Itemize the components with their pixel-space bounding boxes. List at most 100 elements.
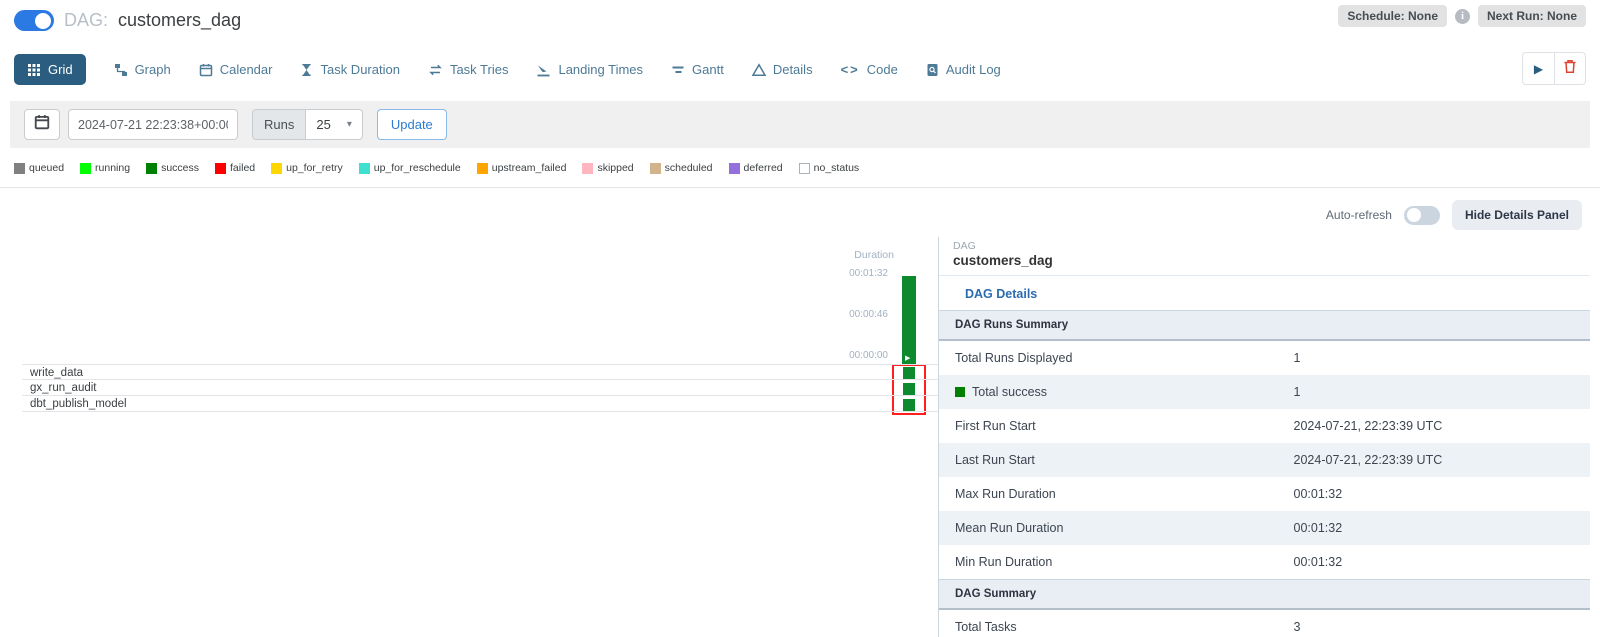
trash-icon (1563, 59, 1577, 79)
plane-landing-icon (536, 63, 551, 77)
axis-tick: 00:00:00 (849, 350, 888, 361)
delete-dag-button[interactable] (1554, 52, 1586, 85)
legend-item: failed (215, 162, 255, 174)
next-run-badge: Next Run: None (1478, 5, 1586, 27)
success-swatch (955, 387, 965, 397)
up-for-retry-swatch (271, 162, 283, 174)
dag-title: customers_dag (118, 10, 242, 30)
upstream-failed-swatch (476, 162, 488, 174)
entity-name: customers_dag (953, 253, 1053, 268)
legend-item: up_for_retry (271, 162, 343, 174)
axis-tick: 00:01:32 (849, 268, 888, 279)
legend-item: success (146, 162, 199, 174)
grid-icon (27, 63, 41, 77)
dag-details-link[interactable]: DAG Details (965, 287, 1038, 301)
state-legend: queued running success failed up_for_ret… (14, 162, 1600, 174)
runs-count-select[interactable]: 25 ▾ (305, 109, 363, 140)
running-swatch (80, 162, 92, 174)
tab-calendar[interactable]: Calendar (199, 62, 272, 77)
runs-label: Runs (252, 109, 306, 140)
code-icon: <> (840, 62, 860, 77)
view-tabbar: Grid Graph Calendar Task Duration Task T… (0, 46, 1600, 95)
tab-task-tries[interactable]: Task Tries (428, 62, 508, 77)
base-date-picker-button[interactable] (24, 109, 60, 140)
row-value: 3 (1293, 620, 1301, 634)
failed-swatch (215, 162, 227, 174)
tab-code[interactable]: <> Code (840, 62, 898, 77)
chevron-down-icon: ▾ (346, 119, 352, 130)
legend-item: up_for_reschedule (358, 162, 461, 174)
auto-refresh-label: Auto-refresh (1325, 208, 1392, 222)
queued-swatch (14, 162, 25, 174)
tab-grid[interactable]: Grid (14, 54, 86, 85)
row-label: Total Tasks (955, 620, 1017, 634)
gantt-icon (671, 63, 685, 77)
manual-run-arrow-icon: ▶ (905, 355, 911, 362)
details-panel: DAG customers_dag DAG Details DAG Runs S… (938, 237, 1590, 637)
section-header: DAG Summary (939, 579, 1590, 610)
task-row[interactable]: dbt_publish_model (22, 396, 938, 412)
play-icon: ▶ (1533, 61, 1544, 76)
task-row[interactable]: gx_run_audit (22, 380, 938, 396)
entity-type-label: DAG (953, 240, 976, 252)
hide-details-panel-button[interactable]: Hide Details Panel (1451, 200, 1582, 230)
warning-triangle-icon (751, 62, 766, 77)
row-value: 00:01:32 (1293, 487, 1343, 501)
row-value: 2024-07-21, 22:23:39 UTC (1277, 443, 1590, 477)
task-instance-square-gx-run-audit[interactable] (903, 383, 915, 395)
scheduled-swatch (649, 162, 661, 174)
row-value: 00:01:32 (1277, 511, 1590, 545)
row-value: 2024-07-21, 22:23:39 UTC (1293, 419, 1443, 433)
tab-details[interactable]: Details (751, 62, 813, 77)
task-instance-square-write-data[interactable] (903, 367, 915, 379)
grid-view: Duration 00:01:32 00:00:46 00:00:00 ▶ wr… (10, 188, 938, 620)
row-label: Total success (939, 375, 1278, 409)
up-for-reschedule-swatch (358, 162, 370, 174)
axis-tick: 00:00:46 (849, 309, 888, 320)
row-label: Total Runs Displayed (955, 351, 1073, 365)
calendar-picker-icon (34, 114, 50, 135)
dag-run-duration-bar[interactable]: ▶ (902, 276, 916, 364)
hourglass-icon (300, 63, 313, 77)
row-label: Max Run Duration (955, 487, 1056, 501)
dag-pause-toggle[interactable] (14, 10, 54, 31)
divider (0, 187, 1600, 188)
tab-task-duration[interactable]: Task Duration (300, 62, 400, 77)
skipped-swatch (582, 162, 594, 174)
selected-run-outline (892, 364, 926, 415)
task-row[interactable]: write_data (22, 364, 938, 380)
duration-axis-label: Duration (854, 249, 894, 261)
row-value: 1 (1293, 351, 1301, 365)
graph-icon (114, 63, 128, 77)
legend-item: running (80, 162, 130, 174)
dag-details-table: DAG Runs Summary Total Runs Displayed 1 … (939, 310, 1590, 637)
tab-landing-times[interactable]: Landing Times (536, 62, 643, 77)
legend-item: upstream_failed (476, 162, 566, 174)
tab-audit-log[interactable]: Audit Log (926, 62, 1001, 77)
legend-item: deferred (728, 162, 783, 174)
tab-graph[interactable]: Graph (114, 62, 171, 77)
row-label: Last Run Start (939, 443, 1278, 477)
deferred-swatch (728, 162, 740, 174)
page-header: DAG: customers_dag Schedule: None i Next… (0, 0, 1600, 46)
auto-refresh-toggle[interactable] (1403, 205, 1440, 225)
update-button[interactable]: Update (376, 109, 447, 140)
row-value: 00:01:32 (1293, 555, 1343, 569)
repeat-icon (428, 63, 443, 77)
task-instance-square-dbt-publish-model[interactable] (903, 399, 915, 411)
legend-item: skipped (582, 162, 634, 174)
row-label: Mean Run Duration (939, 511, 1278, 545)
section-header: DAG Runs Summary (939, 310, 1590, 341)
audit-log-icon (926, 63, 939, 77)
legend-item: queued (14, 162, 64, 174)
tab-gantt[interactable]: Gantt (671, 62, 724, 77)
calendar-icon (199, 63, 213, 77)
row-label: Min Run Duration (955, 555, 1053, 569)
base-date-input[interactable] (68, 109, 238, 140)
no-status-swatch (798, 162, 810, 174)
info-icon[interactable]: i (1455, 8, 1470, 24)
toggle-knob (35, 12, 51, 29)
row-label: First Run Start (955, 419, 1036, 433)
trigger-dag-button[interactable]: ▶ (1522, 52, 1554, 85)
run-filter-bar: Runs 25 ▾ Update (10, 101, 1590, 148)
